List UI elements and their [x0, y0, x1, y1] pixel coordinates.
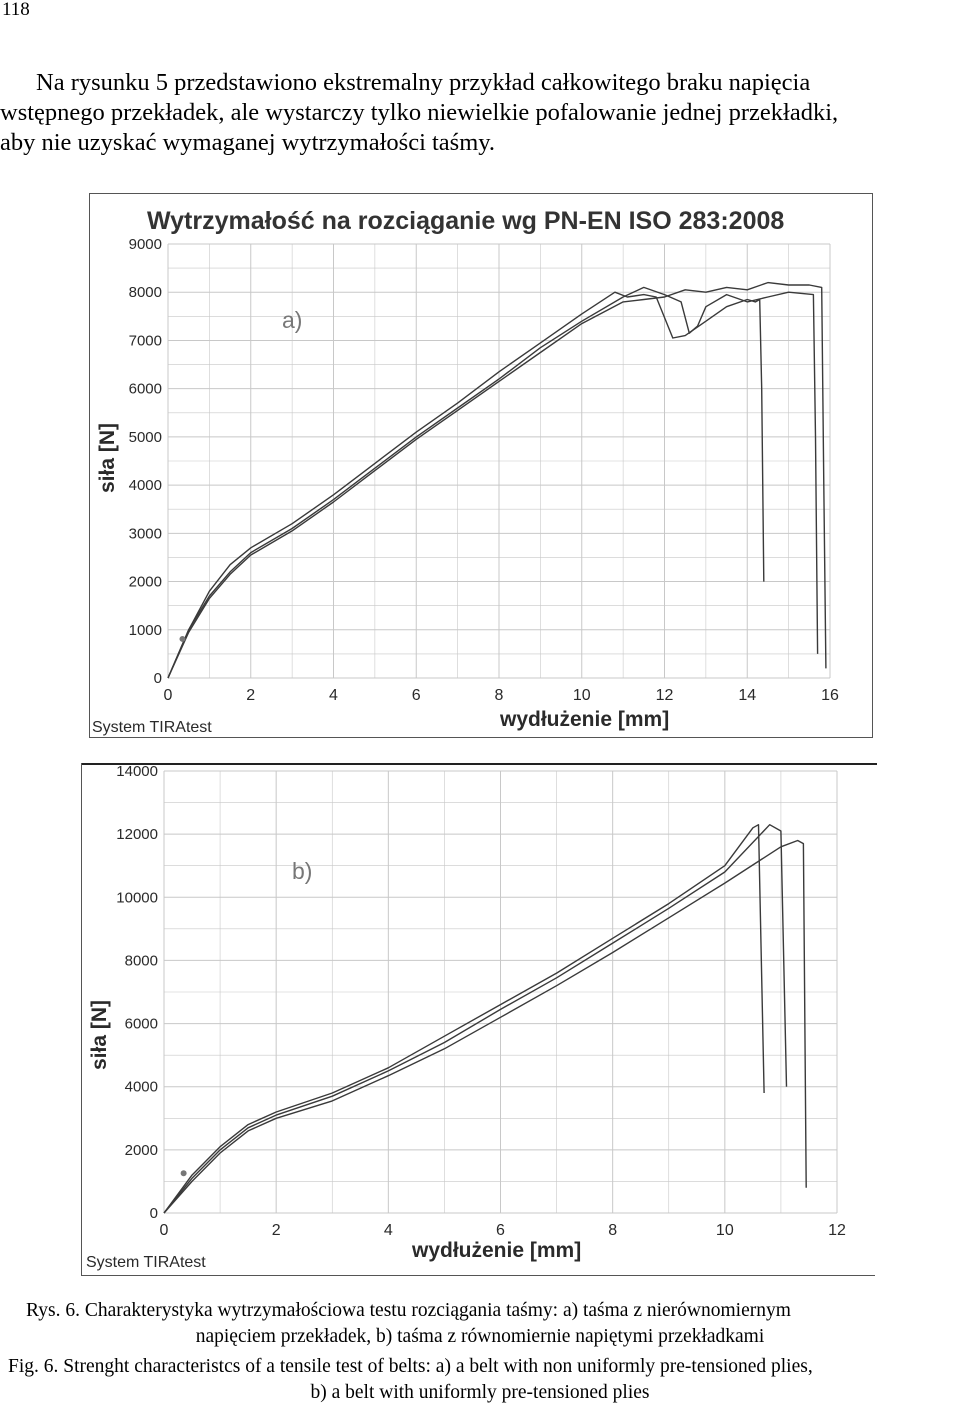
x-tick-label: 4	[329, 687, 338, 704]
x-tick-label: 2	[272, 1222, 281, 1239]
x-tick-label: 8	[608, 1222, 617, 1239]
caption-line: b) a belt with uniformly pre-tensioned p…	[310, 1382, 650, 1403]
panel-label: a)	[282, 307, 302, 333]
figure-a: 0 2 4 6 8 10 12 14 16 0 1000 2000 3000 4000 5000 6000 70…	[89, 193, 873, 738]
caption-line: Fig. 6. Strenght characteristcs of a ten…	[8, 1356, 813, 1377]
y-tick-label: 10000	[116, 889, 158, 906]
x-tick-label: 14	[738, 687, 756, 704]
y-tick-label: 14000	[116, 763, 158, 780]
x-tick-label: 16	[821, 687, 839, 704]
x-tick-label: 0	[160, 1222, 169, 1239]
chart-title: Wytrzymałość na rozciąganie wg PN-EN ISO…	[147, 207, 784, 235]
x-axis-label: wydłużenie [mm]	[499, 708, 669, 731]
y-tick-label: 2000	[125, 1142, 158, 1159]
panel-label: b)	[292, 858, 312, 884]
data-marker	[179, 635, 186, 642]
figure-caption-en: Fig. 6. Strenght characteristcs of a ten…	[0, 1354, 960, 1406]
x-tick-label: 6	[496, 1222, 505, 1239]
chart-a: 0 2 4 6 8 10 12 14 16 0 1000 2000 3000 4000 5000 6000 70…	[92, 207, 839, 736]
y-tick-label: 1000	[129, 622, 162, 639]
intro-line: Na rysunku 5 przedstawiono ekstremalny p…	[36, 69, 811, 96]
caption-line: napięciem przekładek, b) taśma z równomi…	[195, 1326, 765, 1347]
x-axis-label: wydłużenie [mm]	[411, 1239, 581, 1262]
y-tick-label: 7000	[129, 332, 162, 349]
x-tick-label: 6	[412, 687, 421, 704]
y-tick-label: 0	[154, 670, 162, 687]
x-tick-label: 8	[495, 687, 504, 704]
series-line	[163, 824, 765, 1214]
series-line	[163, 824, 788, 1214]
y-tick-label: 9000	[129, 236, 162, 253]
y-axis-label: siła [N]	[96, 423, 119, 493]
x-tick-label: 10	[716, 1222, 734, 1239]
x-tick-label: 12	[828, 1222, 846, 1239]
y-tick-label: 4000	[125, 1079, 158, 1096]
system-label: System TIRAtest	[92, 719, 212, 736]
intro-line: aby nie uzyskać wymaganej wytrzymałości …	[0, 129, 496, 156]
page-number: 118	[2, 0, 30, 20]
x-tick-label: 12	[656, 687, 674, 704]
y-tick-label: 12000	[116, 826, 158, 843]
x-tick-label: 10	[573, 687, 591, 704]
x-tick-label: 2	[246, 687, 255, 704]
y-tick-label: 6000	[125, 1016, 158, 1033]
y-tick-label: 6000	[129, 381, 162, 398]
y-tick-label: 8000	[125, 952, 158, 969]
system-label: System TIRAtest	[86, 1254, 206, 1271]
y-tick-label: 8000	[129, 284, 162, 301]
y-tick-label: 3000	[129, 525, 162, 542]
y-tick-label: 0	[150, 1205, 158, 1222]
intro-paragraph: Na rysunku 5 przedstawiono ekstremalny p…	[0, 68, 960, 158]
y-axis-label: siła [N]	[88, 1000, 111, 1070]
figure-b: 0 2 4 6 8 10 12 0 2000 4000 6000 8000 10000 12000 1400…	[81, 763, 877, 1276]
series-line	[163, 839, 807, 1214]
caption-line: Rys. 6. Charakterystyka wytrzymałościowa…	[26, 1300, 791, 1321]
y-tick-label: 5000	[129, 429, 162, 446]
series-line	[167, 286, 819, 679]
intro-line: wstępnego przekładek, ale wystarczy tylk…	[0, 99, 839, 126]
top-rule	[82, 763, 877, 765]
chart-b: 0 2 4 6 8 10 12 0 2000 4000 6000 8000 10000 12000 1400…	[86, 763, 846, 1271]
y-tick-label: 4000	[129, 477, 162, 494]
figure-caption-pl: Rys. 6. Charakterystyka wytrzymałościowa…	[0, 1298, 960, 1350]
series-line	[167, 281, 827, 679]
x-tick-label: 4	[384, 1222, 393, 1239]
data-marker	[180, 1170, 187, 1177]
y-tick-label: 2000	[129, 574, 162, 591]
x-tick-label: 0	[164, 687, 173, 704]
